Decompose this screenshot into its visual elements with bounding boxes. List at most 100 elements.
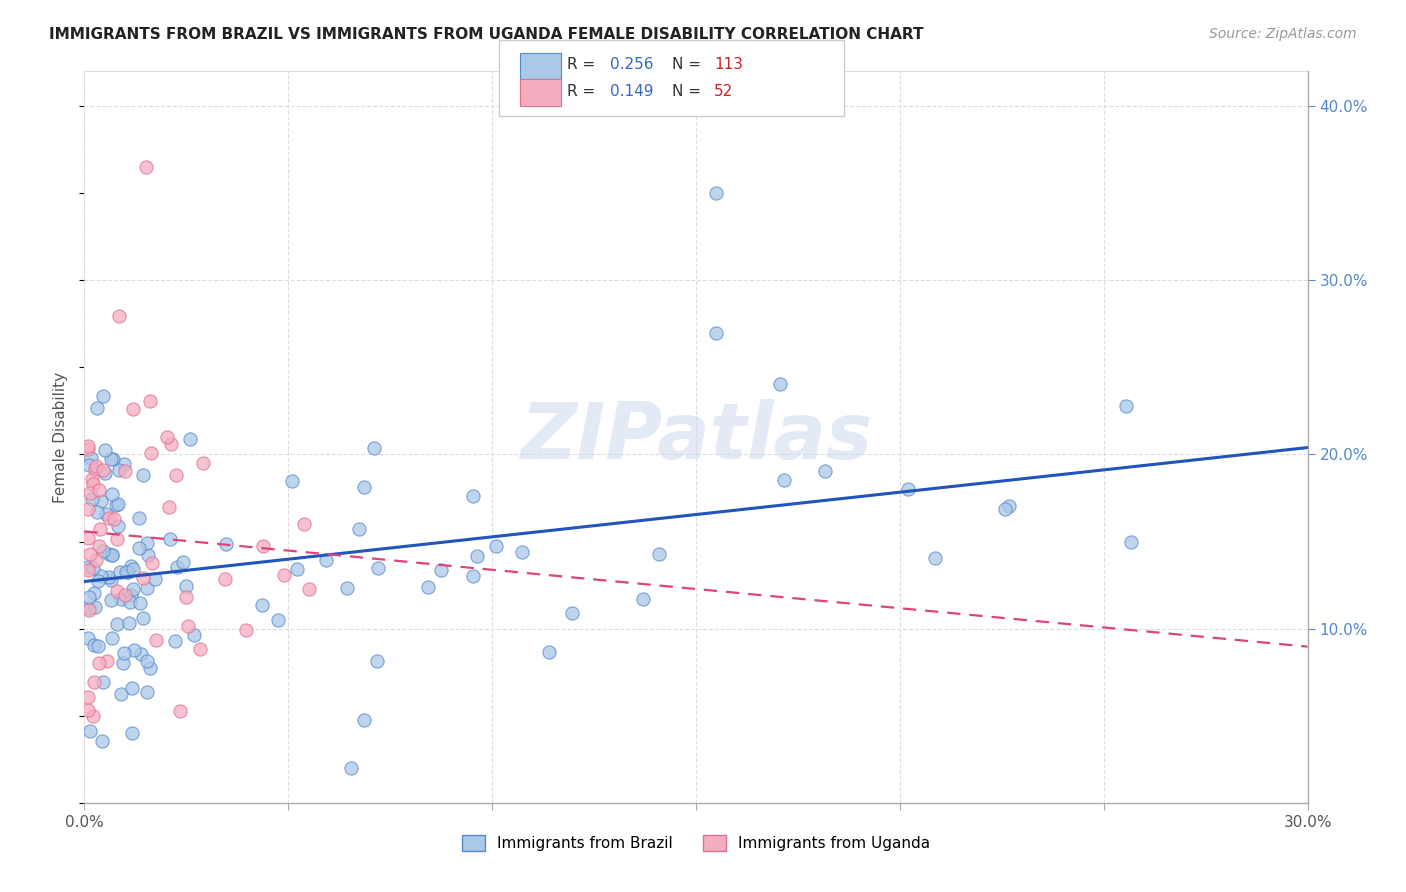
Point bbox=[160, 437, 183, 451]
Point bbox=[467, 549, 489, 563]
Point bbox=[174, 578, 197, 592]
Point bbox=[100, 548, 122, 562]
Point bbox=[120, 588, 142, 602]
Point bbox=[772, 473, 794, 487]
Point bbox=[87, 574, 110, 588]
Point bbox=[83, 586, 105, 600]
Point bbox=[87, 483, 110, 497]
Point bbox=[141, 446, 163, 460]
Point bbox=[166, 559, 188, 574]
Point bbox=[463, 489, 485, 503]
Point bbox=[115, 565, 138, 579]
Point bbox=[98, 547, 121, 561]
Point bbox=[122, 582, 145, 597]
Point bbox=[315, 553, 337, 567]
Point bbox=[86, 505, 108, 519]
Point bbox=[165, 467, 187, 482]
Point bbox=[110, 565, 132, 579]
Point bbox=[100, 451, 122, 466]
Point bbox=[298, 582, 321, 596]
Point bbox=[631, 592, 654, 607]
Point bbox=[897, 482, 920, 496]
Point bbox=[363, 442, 385, 456]
Point bbox=[101, 631, 124, 645]
Point bbox=[107, 497, 129, 511]
Point bbox=[100, 487, 122, 501]
Point bbox=[77, 531, 100, 545]
Point bbox=[90, 493, 112, 508]
Point bbox=[107, 519, 129, 533]
Point bbox=[136, 548, 159, 562]
Point bbox=[430, 563, 453, 577]
Point bbox=[706, 186, 728, 201]
Point bbox=[561, 606, 583, 620]
Point bbox=[98, 511, 121, 525]
Point bbox=[485, 539, 508, 553]
Point bbox=[121, 681, 143, 695]
Point bbox=[87, 640, 110, 654]
Point bbox=[285, 562, 308, 576]
Point bbox=[94, 466, 117, 480]
Point bbox=[136, 654, 159, 668]
Point bbox=[105, 583, 128, 598]
Point bbox=[77, 458, 100, 472]
Point bbox=[118, 595, 141, 609]
Point bbox=[188, 642, 211, 657]
Point bbox=[145, 633, 167, 648]
Point bbox=[273, 568, 295, 582]
Point bbox=[139, 661, 162, 675]
Point bbox=[367, 560, 389, 574]
Text: N =: N = bbox=[672, 85, 706, 99]
Point bbox=[82, 477, 104, 491]
Point bbox=[77, 690, 100, 705]
Point bbox=[120, 558, 142, 573]
Point bbox=[101, 548, 124, 562]
Point bbox=[131, 468, 153, 483]
Point bbox=[105, 616, 128, 631]
Text: IMMIGRANTS FROM BRAZIL VS IMMIGRANTS FROM UGANDA FEMALE DISABILITY CORRELATION C: IMMIGRANTS FROM BRAZIL VS IMMIGRANTS FRO… bbox=[49, 27, 924, 42]
Point bbox=[648, 547, 671, 561]
Point bbox=[91, 733, 114, 747]
Point bbox=[177, 619, 200, 633]
Point bbox=[91, 544, 114, 558]
Point bbox=[121, 726, 143, 740]
Point bbox=[82, 561, 104, 575]
Point bbox=[141, 556, 163, 570]
Point bbox=[89, 523, 111, 537]
Point bbox=[129, 596, 152, 610]
Point bbox=[83, 674, 105, 689]
Point bbox=[214, 572, 236, 586]
Point bbox=[122, 643, 145, 657]
Point bbox=[174, 590, 197, 604]
Point bbox=[179, 432, 201, 446]
Point bbox=[353, 480, 375, 494]
Point bbox=[108, 463, 131, 477]
Point bbox=[84, 462, 107, 476]
Point bbox=[94, 443, 117, 458]
Text: 113: 113 bbox=[714, 57, 744, 71]
Point bbox=[538, 645, 561, 659]
Point bbox=[136, 536, 159, 550]
Point bbox=[82, 492, 104, 507]
Point bbox=[214, 536, 236, 550]
Text: 0.149: 0.149 bbox=[610, 85, 654, 99]
Point bbox=[117, 616, 139, 631]
Point bbox=[77, 600, 100, 615]
Point bbox=[105, 532, 128, 546]
Point bbox=[110, 687, 132, 701]
Point bbox=[340, 761, 363, 775]
Point bbox=[79, 724, 101, 739]
Point bbox=[84, 459, 107, 474]
Text: ZIPatlas: ZIPatlas bbox=[520, 399, 872, 475]
Point bbox=[924, 551, 946, 566]
Point bbox=[157, 500, 180, 514]
Point bbox=[156, 430, 179, 444]
Point bbox=[103, 512, 125, 526]
Point bbox=[86, 401, 108, 416]
Point bbox=[769, 376, 792, 391]
Point bbox=[107, 310, 129, 324]
Point bbox=[87, 539, 110, 553]
Point bbox=[77, 563, 100, 577]
Point bbox=[280, 474, 302, 488]
Point bbox=[266, 614, 288, 628]
